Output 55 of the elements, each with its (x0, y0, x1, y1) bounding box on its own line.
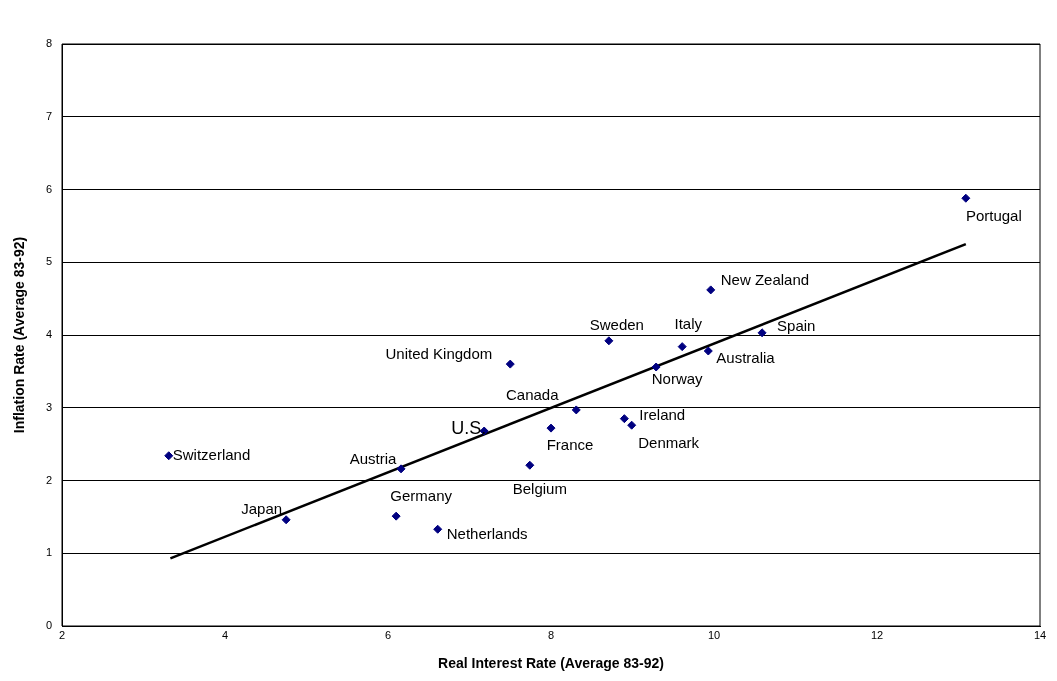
x-tick-label: 6 (384, 628, 392, 641)
y-tick-label: 1 (45, 546, 52, 559)
annotation: Denmark (638, 434, 700, 452)
point (164, 451, 174, 461)
x-tick-label: 2 (58, 628, 66, 641)
point (396, 464, 406, 474)
annotation: Switzerland (172, 445, 251, 463)
annotation: Belgium (512, 480, 567, 498)
point (677, 342, 687, 352)
point (571, 405, 581, 415)
annotation: Ireland (639, 405, 686, 423)
annotation: Japan (241, 499, 283, 517)
point (706, 285, 716, 295)
annotation: Germany (390, 487, 453, 505)
point (281, 515, 291, 525)
annotation: Norway (651, 370, 704, 388)
point (703, 346, 713, 356)
x-tick-label: 14 (1033, 628, 1047, 641)
annotation: Australia (716, 349, 776, 367)
point (961, 193, 971, 203)
point (546, 423, 556, 433)
point (604, 336, 614, 346)
x-tick-label: 12 (870, 628, 884, 641)
x-tick-label: 4 (221, 628, 229, 641)
y-tick-label: 2 (45, 473, 52, 486)
annotation: Italy (674, 314, 703, 332)
y-tick-label: 8 (45, 37, 52, 50)
annotation: United Kingdom (385, 345, 493, 363)
point (505, 359, 515, 369)
annotation: Canada (505, 386, 560, 404)
point (757, 328, 767, 338)
y-tick-label: 7 (45, 109, 52, 122)
point (433, 524, 443, 534)
y-tick-label: 4 (45, 328, 52, 341)
annotation: New Zealand (720, 271, 810, 289)
y-tick-label: 5 (45, 255, 52, 268)
point (391, 511, 401, 521)
annotation: Netherlands (446, 525, 528, 543)
annotation: Portugal (965, 207, 1022, 225)
y-tick-label: 0 (45, 619, 52, 632)
point (619, 414, 629, 424)
x-tick-label: 8 (547, 628, 555, 641)
x-tick-label: 10 (707, 628, 721, 641)
point (651, 362, 661, 372)
y-tick-label: 3 (45, 400, 52, 413)
annotation: U.S. (451, 418, 487, 438)
annotation: France (546, 436, 594, 454)
point (627, 420, 637, 430)
point (525, 460, 535, 470)
y-axis-title: Inflation Rate (Average 83-92) (11, 236, 28, 434)
annotation: Austria (349, 450, 398, 467)
y-tick-label: 6 (45, 182, 52, 195)
annotation: Spain (777, 316, 816, 334)
annotation: Sweden (589, 315, 644, 333)
x-axis-title: Real Interest Rate (Average 83-92) (438, 655, 664, 672)
